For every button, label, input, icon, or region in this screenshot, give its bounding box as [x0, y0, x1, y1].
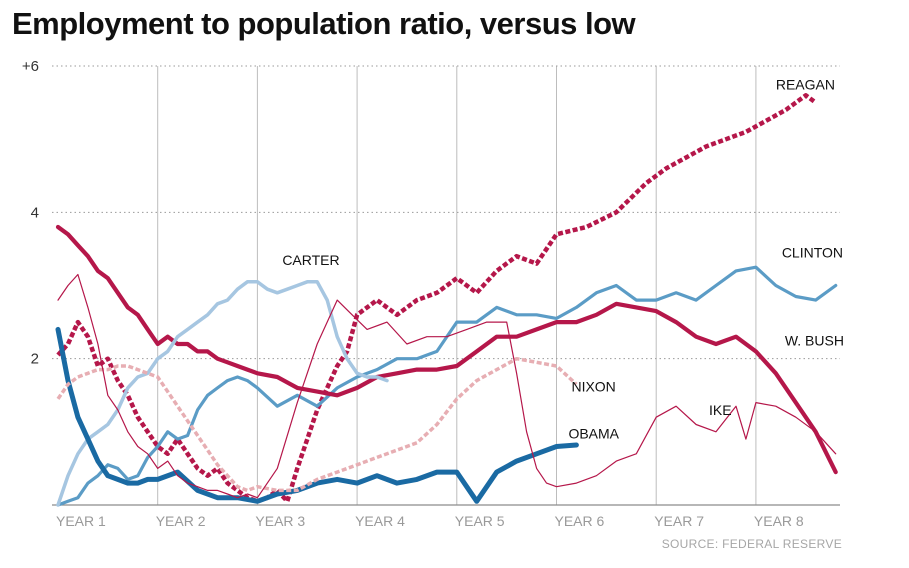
- series-label-clinton: CLINTON: [782, 245, 843, 261]
- x-tick-label: YEAR 6: [555, 513, 605, 529]
- series-line-obama: [55, 326, 579, 504]
- series-line-nixon: [56, 356, 578, 493]
- x-tick-label: YEAR 3: [255, 513, 305, 529]
- x-tick-label: YEAR 2: [156, 513, 206, 529]
- series-labels: REAGAN CLINTON W. BUSH CARTER OBAMA NIXON IKE: [282, 76, 844, 441]
- series-label-carter: CARTER: [282, 252, 339, 268]
- series-label-nixon: NIXON: [571, 378, 615, 394]
- x-tick-label: YEAR 4: [355, 513, 405, 529]
- y-tick-label: 2: [31, 351, 39, 368]
- x-tick-label: YEAR 1: [56, 513, 106, 529]
- x-tick-label: YEAR 7: [654, 513, 704, 529]
- series-line-w-bush: [55, 224, 838, 475]
- series-label-w-bush: W. BUSH: [785, 332, 844, 348]
- chart-title: Employment to population ratio, versus l…: [12, 6, 636, 41]
- x-tick-labels: YEAR 1 YEAR 2 YEAR 3 YEAR 4 YEAR 5 YEAR 6 YEAR…: [56, 513, 804, 529]
- series-label-reagan: REAGAN: [776, 76, 835, 92]
- series-line-clinton: [56, 265, 838, 507]
- y-tick-label: 4: [31, 204, 39, 221]
- series-line-reagan: [56, 93, 818, 504]
- y-tick-label: +6: [22, 58, 39, 75]
- y-tick-labels: +6 4 2: [22, 58, 39, 368]
- x-tick-label: YEAR 5: [455, 513, 505, 529]
- grid-lines: [52, 65, 840, 506]
- x-tick-label: YEAR 8: [754, 513, 804, 529]
- series-label-ike: IKE: [709, 402, 732, 418]
- series-label-obama: OBAMA: [568, 425, 619, 441]
- source-note: SOURCE: FEDERAL RESERVE: [662, 537, 842, 551]
- series-line-ike: [57, 273, 837, 499]
- series-lines: [55, 93, 838, 507]
- series-line-carter: [56, 280, 389, 507]
